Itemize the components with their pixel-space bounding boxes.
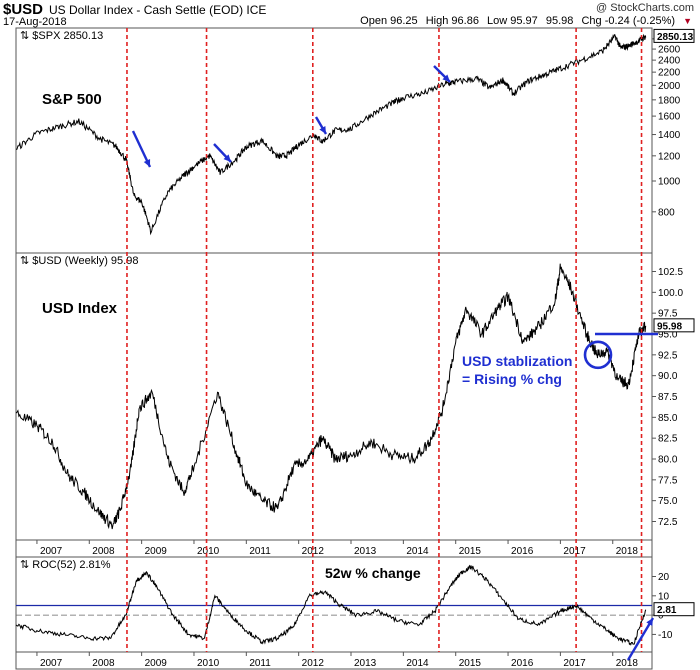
y-tick-label: 2600 bbox=[658, 45, 681, 56]
y-tick-label: 1000 bbox=[658, 176, 681, 187]
y-tick-label: 2000 bbox=[658, 81, 681, 92]
roc-title: 52w % change bbox=[325, 565, 421, 581]
y-tick-label: 2200 bbox=[658, 68, 681, 79]
date-tick-label: 2012 bbox=[302, 546, 325, 557]
date-tick-label: 2013 bbox=[354, 546, 377, 557]
y-tick-label: 1400 bbox=[658, 130, 681, 141]
chg-label: Chg bbox=[581, 15, 602, 27]
ohlc-readout: Open 96.25 High 96.86 Low 95.97 95.98 Ch… bbox=[360, 15, 692, 27]
y-tick-label: -10 bbox=[658, 630, 673, 641]
y-tick-label: 77.5 bbox=[658, 475, 678, 486]
down-arrow-icon-head bbox=[223, 154, 231, 162]
date-tick-label: 2007 bbox=[40, 658, 63, 669]
low-label: Low bbox=[487, 15, 508, 27]
date-tick-label: 2012 bbox=[302, 658, 325, 669]
y-tick-label: 20 bbox=[658, 572, 670, 583]
last-value-box bbox=[653, 28, 695, 43]
usd-annotation-line1: USD stablization bbox=[462, 353, 572, 369]
y-tick-label: 95.0 bbox=[658, 330, 678, 341]
date-tick-label: 2017 bbox=[563, 546, 586, 557]
price-series-line bbox=[15, 263, 647, 530]
date-tick-label: 2016 bbox=[511, 658, 534, 669]
date-tick-label: 2007 bbox=[40, 546, 63, 557]
date-tick-label: 2011 bbox=[249, 546, 271, 557]
last-value-box bbox=[653, 318, 695, 333]
chart-header: $USD US Dollar Index - Cash Settle (EOD)… bbox=[0, 0, 700, 28]
y-tick-label: 85.0 bbox=[658, 413, 678, 424]
date-tick-label: 2011 bbox=[249, 658, 271, 669]
open-label: Open bbox=[360, 15, 388, 27]
y-tick-label: 800 bbox=[658, 207, 675, 218]
panel-label: ⇅ $SPX 2850.13 bbox=[20, 30, 103, 42]
y-tick-label: 72.5 bbox=[658, 517, 678, 528]
date-tick-label: 2015 bbox=[459, 658, 482, 669]
stabilization-circle bbox=[583, 340, 613, 370]
y-tick-label: 90.0 bbox=[658, 371, 678, 382]
up-arrow-icon-head bbox=[646, 618, 653, 626]
price-series-line bbox=[15, 33, 647, 236]
stockcharts-credit: @ StockCharts.com bbox=[596, 2, 694, 14]
date-tick-label: 2014 bbox=[406, 658, 429, 669]
low-value: 95.97 bbox=[510, 15, 538, 27]
y-tick-label: 97.5 bbox=[658, 309, 678, 320]
date-tick-label: 2016 bbox=[511, 546, 534, 557]
date-tick-label: 2009 bbox=[145, 546, 168, 557]
high-value: 96.86 bbox=[451, 15, 479, 27]
y-tick-label: 100.0 bbox=[658, 288, 683, 299]
date-tick-label: 2008 bbox=[92, 658, 115, 669]
date-tick-label: 2008 bbox=[92, 546, 115, 557]
symbol-label: $USD bbox=[3, 1, 44, 18]
date-tick-label: 2018 bbox=[616, 658, 639, 669]
y-tick-label: 102.5 bbox=[658, 267, 683, 278]
panel-frame bbox=[15, 27, 653, 254]
last-value-label: 2850.13 bbox=[657, 32, 694, 43]
y-tick-label: 87.5 bbox=[658, 392, 678, 403]
down-triangle-icon: ▼ bbox=[683, 16, 692, 26]
y-tick-label: 1600 bbox=[658, 112, 681, 123]
date-tick-label: 2015 bbox=[459, 546, 482, 557]
up-arrow-icon bbox=[626, 617, 655, 661]
y-tick-label: 80.0 bbox=[658, 455, 678, 466]
y-tick-label: 10 bbox=[658, 591, 670, 602]
date-tick-label: 2010 bbox=[197, 658, 220, 669]
y-tick-label: 75.0 bbox=[658, 496, 678, 507]
y-tick-label: 1200 bbox=[658, 151, 681, 162]
down-arrow-icon-head bbox=[319, 126, 326, 134]
open-value: 96.25 bbox=[390, 15, 418, 27]
date-axis-band bbox=[15, 539, 653, 558]
date-tick-label: 2017 bbox=[563, 658, 586, 669]
symbol-description: US Dollar Index - Cash Settle (EOD) ICE bbox=[49, 3, 267, 17]
spx-title: S&P 500 bbox=[42, 91, 102, 108]
close-value: 95.98 bbox=[545, 15, 574, 27]
down-arrow-icon-head bbox=[442, 74, 450, 82]
last-value-label: 95.98 bbox=[657, 321, 682, 332]
date-tick-label: 2009 bbox=[145, 658, 168, 669]
chart-date: 17-Aug-2018 bbox=[3, 16, 67, 28]
panel-label: ⇅ $USD (Weekly) 95.98 bbox=[20, 255, 138, 267]
date-tick-label: 2010 bbox=[197, 546, 220, 557]
high-label: High bbox=[425, 15, 449, 27]
date-tick-label: 2018 bbox=[616, 546, 639, 557]
date-axis-band bbox=[15, 651, 653, 670]
y-tick-label: 92.5 bbox=[658, 350, 678, 361]
usd-title: USD Index bbox=[42, 300, 118, 317]
panel-label: ⇅ ROC(52) 2.81% bbox=[20, 559, 111, 571]
y-tick-label: 1800 bbox=[658, 95, 681, 106]
chg-value: -0.24 (-0.25%) bbox=[604, 15, 676, 27]
last-value-label: 2.81 bbox=[657, 605, 677, 616]
price-series-line bbox=[15, 564, 647, 646]
down-arrow-icon-head bbox=[143, 159, 151, 167]
last-value-box bbox=[653, 602, 695, 617]
y-tick-label: 2400 bbox=[658, 56, 681, 67]
y-tick-label: 82.5 bbox=[658, 434, 678, 445]
usd-annotation-line2: = Rising % chg bbox=[462, 371, 562, 387]
date-tick-label: 2013 bbox=[354, 658, 377, 669]
date-tick-label: 2014 bbox=[406, 546, 429, 557]
